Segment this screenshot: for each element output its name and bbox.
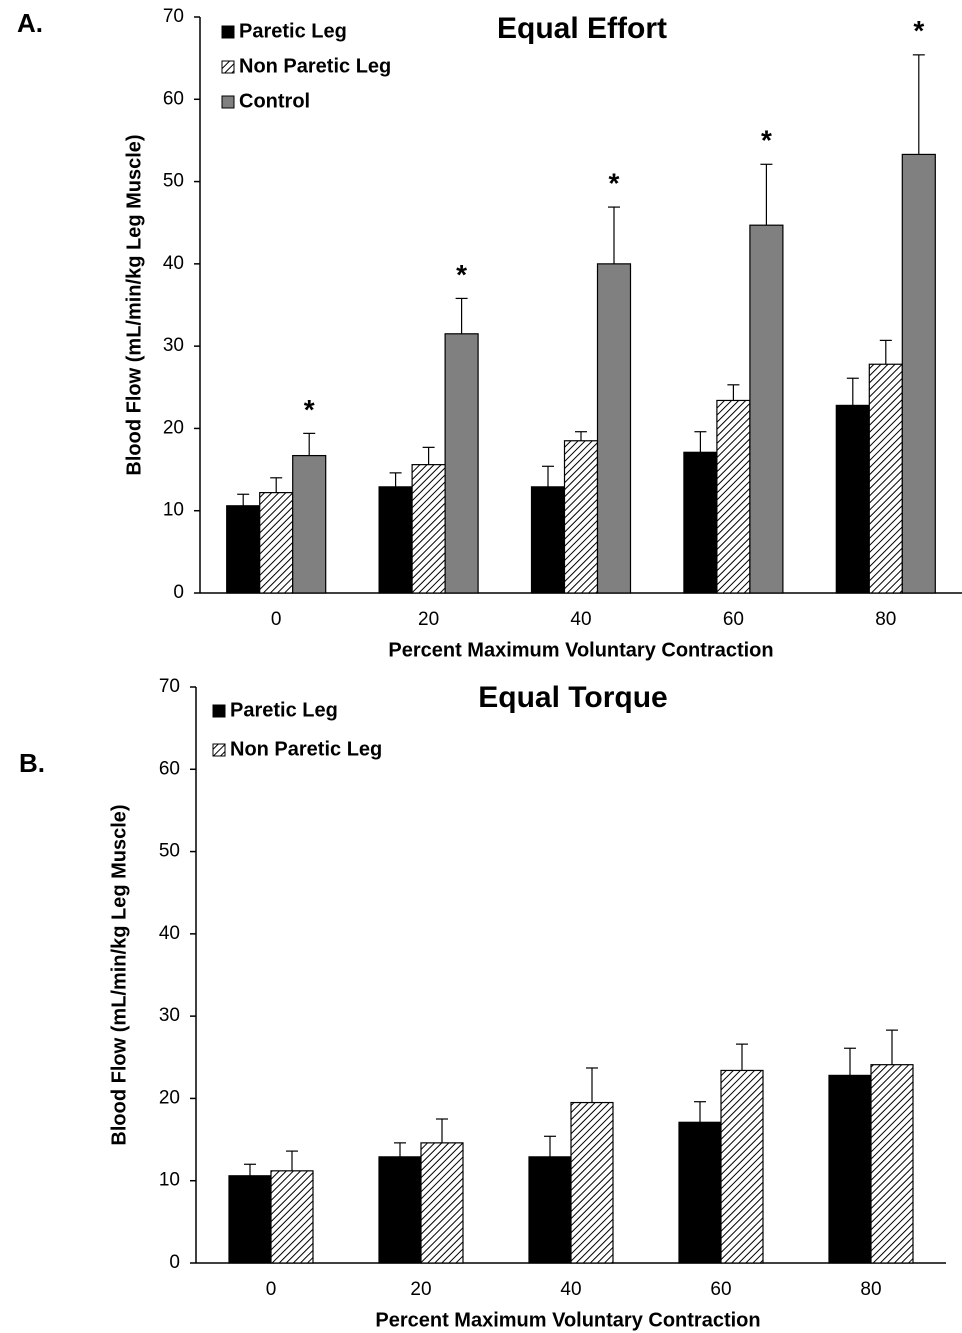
- bar: [835, 404, 870, 594]
- y-axis-label: Blood Flow (mL/min/kg Leg Muscle): [108, 804, 130, 1145]
- bar: [292, 454, 327, 594]
- y-tick-label: 60: [163, 88, 184, 109]
- bar: [270, 1170, 314, 1264]
- x-axis-label: Percent Maximum Voluntary Contraction: [375, 1309, 760, 1331]
- bar: [228, 1175, 272, 1264]
- legend-swatch: [221, 60, 235, 74]
- x-axis-label: Percent Maximum Voluntary Contraction: [388, 639, 773, 661]
- bar: [444, 333, 479, 594]
- bar: [563, 440, 599, 594]
- bar: [378, 486, 413, 594]
- bar: [870, 1064, 914, 1264]
- x-tick-label: 20: [410, 1279, 431, 1300]
- panel-label: B.: [19, 748, 45, 778]
- bar: [226, 505, 261, 594]
- bar: [749, 224, 784, 594]
- y-tick-label: 0: [169, 1252, 180, 1273]
- x-tick-label: 20: [418, 609, 439, 630]
- legend-swatch: [221, 95, 235, 109]
- legend-swatch: [212, 704, 226, 718]
- x-tick-label: 0: [271, 609, 282, 630]
- significance-marker: *: [609, 167, 620, 198]
- bar: [716, 399, 751, 594]
- panel-label: A.: [17, 8, 43, 38]
- y-tick-label: 50: [159, 841, 180, 862]
- y-tick-label: 10: [163, 500, 184, 521]
- bar: [259, 492, 294, 594]
- y-tick-label: 50: [163, 171, 184, 192]
- x-tick-label: 60: [710, 1279, 731, 1300]
- legend-swatch: [212, 743, 226, 757]
- x-tick-label: 40: [560, 1279, 581, 1300]
- bar: [868, 363, 903, 594]
- chart-title: Equal Torque: [478, 681, 667, 714]
- significance-marker: *: [304, 394, 315, 425]
- x-tick-label: 40: [570, 609, 591, 630]
- legend-label: Non Paretic Leg: [230, 738, 382, 760]
- y-tick-label: 60: [159, 758, 180, 779]
- y-tick-label: 30: [163, 335, 184, 356]
- legend-label: Control: [239, 90, 310, 112]
- legend-label: Paretic Leg: [239, 20, 347, 42]
- bar: [378, 1156, 422, 1264]
- y-tick-label: 0: [173, 582, 184, 603]
- bar: [596, 263, 632, 594]
- x-tick-label: 80: [860, 1279, 881, 1300]
- significance-marker: *: [456, 259, 467, 290]
- bar: [528, 1156, 572, 1264]
- legend-label: Paretic Leg: [230, 699, 338, 721]
- y-tick-label: 10: [159, 1170, 180, 1191]
- bar: [420, 1142, 464, 1264]
- y-tick-label: 20: [159, 1087, 180, 1108]
- x-tick-label: 0: [266, 1279, 277, 1300]
- bar: [828, 1074, 872, 1264]
- legend-label: Non Paretic Leg: [239, 55, 391, 77]
- significance-marker: *: [761, 125, 772, 156]
- bar: [570, 1101, 614, 1264]
- y-axis-label: Blood Flow (mL/min/kg Leg Muscle): [123, 134, 145, 475]
- bar: [901, 153, 936, 594]
- bar: [411, 464, 446, 594]
- y-tick-label: 40: [163, 253, 184, 274]
- x-tick-label: 60: [723, 609, 744, 630]
- significance-marker: *: [913, 15, 924, 46]
- legend-swatch: [221, 25, 235, 39]
- y-tick-label: 40: [159, 923, 180, 944]
- y-tick-label: 70: [159, 676, 180, 697]
- chart-title: Equal Effort: [497, 12, 667, 45]
- y-tick-label: 70: [163, 6, 184, 27]
- x-tick-label: 80: [875, 609, 896, 630]
- bar: [683, 451, 718, 594]
- bar: [530, 486, 566, 594]
- bar: [678, 1121, 722, 1264]
- y-tick-label: 30: [159, 1005, 180, 1026]
- y-tick-label: 20: [163, 417, 184, 438]
- bar: [720, 1069, 764, 1264]
